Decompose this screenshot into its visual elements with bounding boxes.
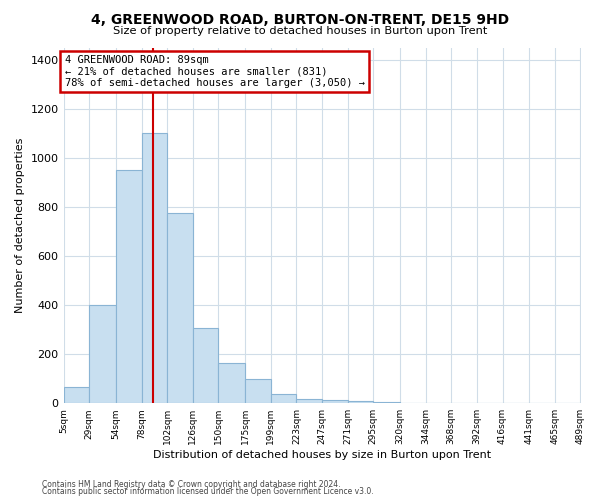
Text: Contains public sector information licensed under the Open Government Licence v3: Contains public sector information licen…: [42, 487, 374, 496]
Bar: [245, 378, 271, 403]
Bar: [218, 362, 245, 403]
Text: Size of property relative to detached houses in Burton upon Trent: Size of property relative to detached ho…: [113, 26, 487, 36]
Bar: [116, 170, 142, 403]
Bar: [347, 401, 373, 403]
Bar: [142, 134, 167, 403]
Bar: [296, 399, 322, 403]
Bar: [322, 400, 347, 403]
Bar: [89, 305, 116, 403]
Text: 4 GREENWOOD ROAD: 89sqm
← 21% of detached houses are smaller (831)
78% of semi-d: 4 GREENWOOD ROAD: 89sqm ← 21% of detache…: [65, 55, 365, 88]
Y-axis label: Number of detached properties: Number of detached properties: [15, 138, 25, 313]
Bar: [373, 402, 400, 403]
Text: Contains HM Land Registry data © Crown copyright and database right 2024.: Contains HM Land Registry data © Crown c…: [42, 480, 341, 489]
Bar: [271, 394, 296, 403]
Bar: [64, 388, 89, 403]
Bar: [193, 328, 218, 403]
X-axis label: Distribution of detached houses by size in Burton upon Trent: Distribution of detached houses by size …: [153, 450, 491, 460]
Text: 4, GREENWOOD ROAD, BURTON-ON-TRENT, DE15 9HD: 4, GREENWOOD ROAD, BURTON-ON-TRENT, DE15…: [91, 12, 509, 26]
Bar: [167, 213, 193, 403]
